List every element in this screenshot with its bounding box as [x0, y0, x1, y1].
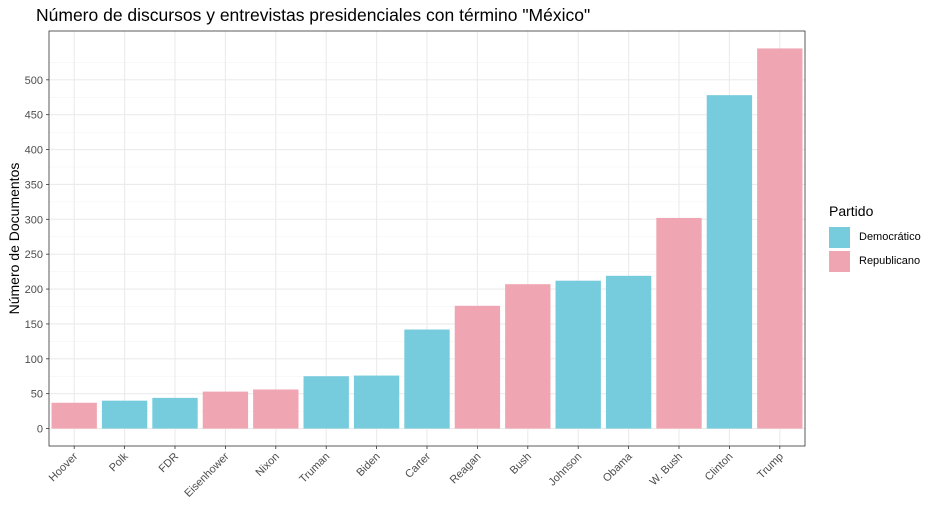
y-axis-ticks: 0 50 100 150 200 250 300 350 400 450 500 [25, 75, 49, 436]
y-tick-label: 350 [25, 179, 43, 191]
bar-johnson [555, 280, 601, 429]
legend-title: Partido [829, 203, 874, 219]
bar-truman [303, 376, 349, 429]
x-tick-label: Carter [403, 450, 433, 480]
y-tick-label: 200 [25, 284, 43, 296]
bar-w-bush [656, 217, 702, 429]
y-tick-label: 50 [31, 389, 43, 401]
x-tick-label: Bush [508, 451, 534, 477]
bar-reagan [454, 305, 501, 429]
x-tick-label: Clinton [703, 451, 736, 484]
bar-carter [404, 329, 450, 429]
legend: Partido Democrático Republicano [829, 203, 921, 273]
legend-swatch-democratico [829, 226, 850, 248]
x-tick-label: Truman [297, 451, 332, 486]
bar-polk [101, 400, 148, 429]
x-tick-label: Nixon [254, 451, 282, 479]
bar-fdr [152, 397, 198, 429]
bar-bush [505, 284, 551, 429]
y-tick-label: 100 [25, 354, 43, 366]
bar-eisenhower [202, 391, 249, 429]
legend-item-republicano: Republicano [829, 249, 921, 273]
y-tick-label: 400 [25, 145, 43, 157]
chart-title: Número de discursos y entrevistas presid… [36, 5, 591, 25]
legend-label-democratico: Democrático [859, 231, 921, 243]
y-axis-title: Número de Documentos [6, 163, 22, 315]
y-tick-label: 500 [25, 75, 43, 87]
y-tick-label: 450 [25, 110, 43, 122]
x-tick-label: Biden [354, 451, 382, 479]
x-tick-label: Reagan [448, 451, 484, 487]
bar-obama [605, 275, 652, 429]
x-tick-label: Johnson [546, 451, 584, 489]
bar-nixon [253, 389, 299, 429]
legend-item-democratico: Democrático [829, 225, 921, 249]
y-tick-label: 0 [37, 424, 43, 436]
bar-hoover [51, 402, 97, 429]
x-tick-label: Polk [107, 450, 131, 474]
x-tick-label: Obama [601, 450, 636, 485]
x-tick-label: Eisenhower [182, 450, 231, 499]
legend-swatch-republicano [829, 250, 850, 272]
x-tick-label: Trump [755, 451, 786, 482]
y-tick-label: 300 [25, 214, 43, 226]
bar-biden [353, 375, 400, 429]
legend-label-republicano: Republicano [859, 255, 921, 267]
x-tick-label: W. Bush [648, 451, 685, 488]
bars [51, 48, 803, 429]
x-tick-label: Hoover [47, 450, 81, 484]
x-tick-label: FDR [157, 451, 182, 476]
bar-clinton [706, 95, 753, 429]
x-axis-ticks: Hoover Polk FDR Eisenhower Nixon Truman Biden C… [47, 446, 786, 500]
y-tick-label: 150 [25, 319, 43, 331]
y-tick-label: 250 [25, 249, 43, 261]
bar-trump [757, 48, 803, 429]
